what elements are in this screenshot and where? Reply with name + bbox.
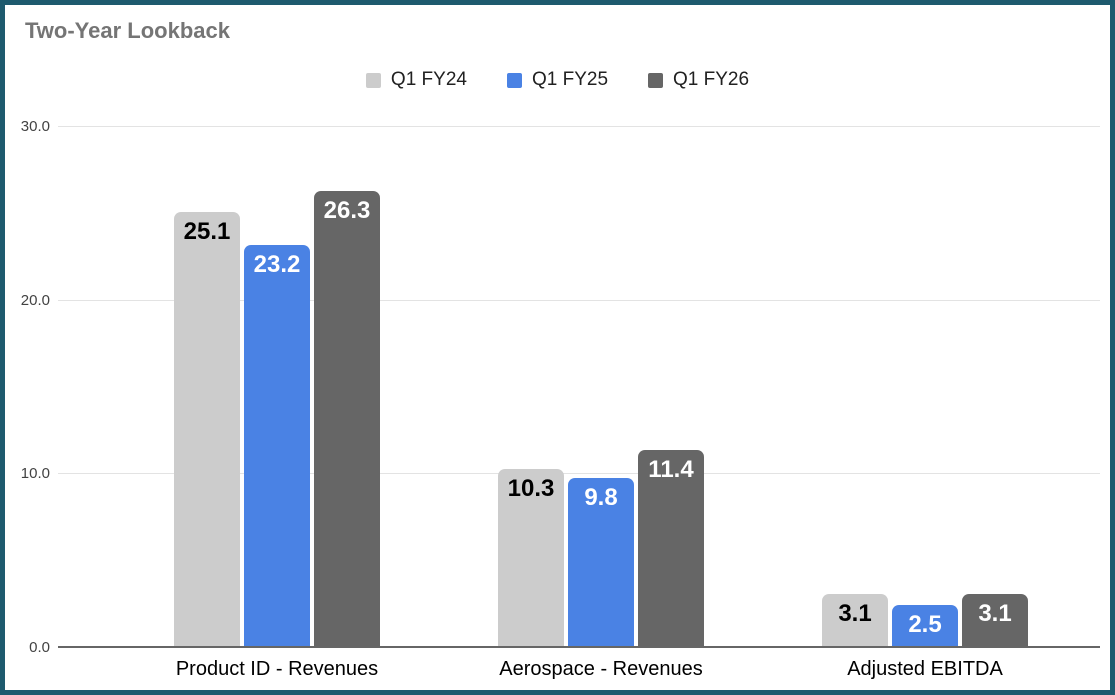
y-tick-label: 30.0 xyxy=(20,118,50,135)
y-tick-label: 20.0 xyxy=(20,291,50,309)
bar: 11.4 xyxy=(638,450,704,648)
gridline xyxy=(58,646,1100,648)
legend-item: Q1 FY26 xyxy=(648,69,749,91)
plot-area: 25.1 23.2 26.3 Product ID - Revenues 10.3 9.8… xyxy=(21,118,1100,680)
bar: 10.3 xyxy=(498,469,564,648)
category-label: Aerospace - Revenues xyxy=(499,658,703,680)
gridline xyxy=(58,473,1100,475)
bar: 2.5 xyxy=(892,604,958,648)
legend-label: Q1 FY25 xyxy=(531,69,609,90)
bar-group: 10.3 9.8 11.4 Aerospace - Revenues xyxy=(439,127,763,680)
bar-value-label: 11.4 xyxy=(648,456,694,484)
bar: 26.3 xyxy=(314,191,380,648)
bar-value-label: 26.3 xyxy=(323,197,371,225)
legend-item: Q1 FY24 xyxy=(365,69,467,91)
bar-groups-container: 25.1 23.2 26.3 Product ID - Revenues 10.3 9.8… xyxy=(115,127,1087,680)
bar-value-label: 9.8 xyxy=(584,483,618,511)
legend-label: Q1 FY24 xyxy=(390,69,467,90)
bar-value-label: 3.1 xyxy=(978,600,1012,628)
bar-value-label: 3.1 xyxy=(838,600,872,628)
bar-value-label: 2.5 xyxy=(908,610,942,638)
bar: 23.2 xyxy=(244,245,310,648)
legend-label: Q1 FY26 xyxy=(673,69,750,90)
gridline xyxy=(58,126,1100,127)
bar: 25.1 xyxy=(174,212,240,648)
chart-legend: Q1 FY24 Q1 FY25 Q1 FY26 xyxy=(5,69,1110,91)
legend-swatch xyxy=(648,72,664,88)
gridline xyxy=(58,299,1100,301)
bar-group: 3.1 2.5 3.1 Adjusted EBITDA xyxy=(763,127,1087,680)
legend-swatch xyxy=(506,72,522,88)
bar-value-label: 10.3 xyxy=(507,475,555,503)
bar: 9.8 xyxy=(568,477,634,648)
bar-value-label: 23.2 xyxy=(253,251,301,279)
y-tick-label: 0.0 xyxy=(29,639,50,656)
bar-value-label: 25.1 xyxy=(183,218,231,246)
bar: 3.1 xyxy=(962,594,1028,648)
category-label: Product ID - Revenues xyxy=(175,658,379,680)
bar: 3.1 xyxy=(822,594,888,648)
legend-item: Q1 FY25 xyxy=(506,69,609,91)
legend-swatch xyxy=(365,72,381,88)
y-tick-label: 10.0 xyxy=(20,465,50,483)
category-label: Adjusted EBITDA xyxy=(847,658,1003,680)
chart-title: Two-Year Lookback xyxy=(25,18,230,43)
bar-group: 25.1 23.2 26.3 Product ID - Revenues xyxy=(115,127,439,680)
